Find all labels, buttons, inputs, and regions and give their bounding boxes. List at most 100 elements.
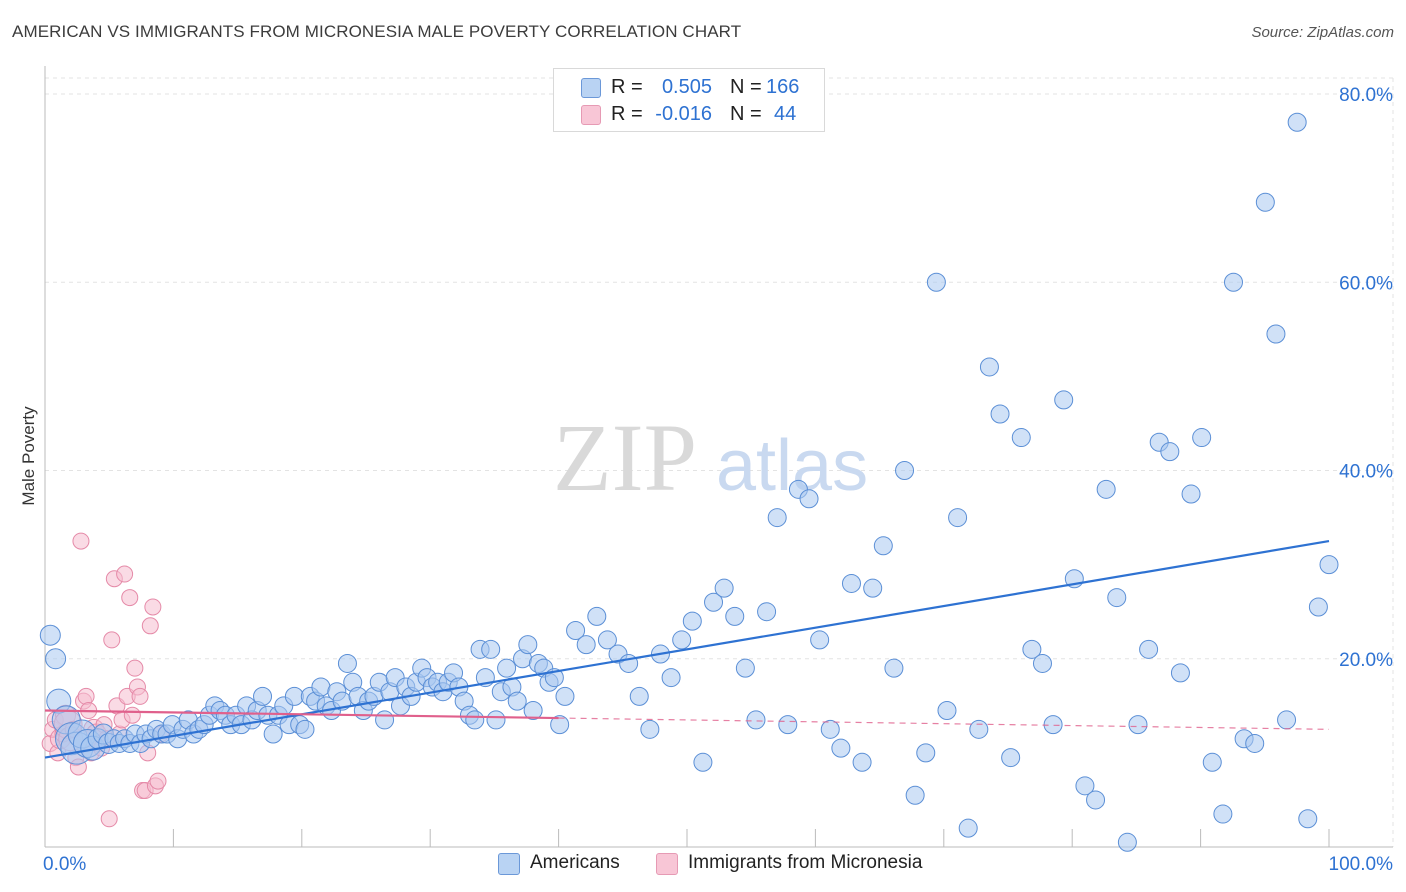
n-label: N = <box>730 103 762 125</box>
american-point <box>587 606 607 626</box>
micronesia-point <box>72 532 90 550</box>
americans-points <box>39 112 1339 852</box>
american-point <box>969 719 989 739</box>
americans-legend-label: Americans <box>530 852 620 873</box>
micronesia-point <box>116 565 134 583</box>
american-point <box>518 635 538 655</box>
r-label: R = <box>611 76 643 98</box>
american-point <box>1128 715 1148 735</box>
y-tick-label: 60.0% <box>1339 273 1393 294</box>
y-tick-label: 20.0% <box>1339 650 1393 671</box>
american-point <box>979 357 999 377</box>
american-point <box>1277 710 1297 730</box>
micronesia-point <box>123 706 141 724</box>
american-point <box>597 630 617 650</box>
american-point <box>375 710 395 730</box>
n-value: 166 <box>766 76 800 98</box>
americans-swatch <box>581 78 601 98</box>
american-point <box>926 272 946 292</box>
micronesia-point <box>131 687 149 705</box>
y-tick-label: 40.0% <box>1339 462 1393 483</box>
american-point <box>1011 428 1031 448</box>
r-label: R = <box>611 103 643 125</box>
american-point <box>253 686 273 706</box>
american-point <box>1287 112 1307 132</box>
micronesia-point <box>121 589 139 607</box>
american-point <box>481 639 501 659</box>
american-point <box>555 686 575 706</box>
tick-labels: 20.0% 40.0% 60.0% 80.0% 0.0% 100.0% <box>43 85 1393 875</box>
trend-lines <box>44 540 1330 759</box>
american-point <box>1086 790 1106 810</box>
american-point <box>39 624 61 646</box>
micronesia-point <box>103 631 121 649</box>
micronesia-points <box>41 532 170 828</box>
american-point <box>746 710 766 730</box>
gridlines <box>45 77 1394 847</box>
american-point <box>1032 653 1052 673</box>
x-tick-label: 0.0% <box>43 854 86 875</box>
micronesia-point <box>149 772 167 790</box>
correlation-legend: R = 0.505 N = 166 R = -0.016 N = 44 <box>553 68 825 132</box>
american-point <box>523 701 543 721</box>
micronesia-trend-line <box>44 709 559 720</box>
american-point <box>1001 748 1021 768</box>
american-point <box>810 630 830 650</box>
watermark: ZIP atlas <box>553 404 868 511</box>
american-point <box>1107 588 1127 608</box>
american-point <box>284 686 304 706</box>
micronesia-point <box>141 617 159 635</box>
american-point <box>1308 597 1328 617</box>
r-value: 0.505 <box>661 76 712 98</box>
american-point <box>550 715 570 735</box>
american-point <box>958 818 978 838</box>
american-point <box>1319 555 1339 575</box>
american-point <box>1266 324 1286 344</box>
american-point <box>465 710 485 730</box>
american-point <box>1022 639 1042 659</box>
american-point <box>682 611 702 631</box>
american-point <box>873 536 893 556</box>
american-point <box>852 752 872 772</box>
american-point <box>937 701 957 721</box>
american-point <box>1213 804 1233 824</box>
watermark-zip: ZIP <box>553 404 697 511</box>
american-point <box>778 715 798 735</box>
american-point <box>693 752 713 772</box>
american-point <box>1170 663 1190 683</box>
american-point <box>990 404 1010 424</box>
american-point <box>725 606 745 626</box>
y-tick-label: 80.0% <box>1339 85 1393 106</box>
micronesia-point <box>100 810 118 828</box>
american-point <box>1192 428 1212 448</box>
legend-row-micronesia: R = -0.016 N = 44 <box>554 101 824 127</box>
american-point <box>576 635 596 655</box>
y-axis-label: Male Poverty <box>19 406 38 506</box>
american-point <box>1245 733 1265 753</box>
american-point <box>799 489 819 509</box>
american-point <box>507 691 527 711</box>
american-point <box>629 686 649 706</box>
micronesia-legend-label: Immigrants from Micronesia <box>688 852 923 873</box>
american-point <box>1054 390 1074 410</box>
american-point <box>311 677 331 697</box>
american-point <box>831 738 851 758</box>
legend-row-americans: R = 0.505 N = 166 <box>554 74 824 100</box>
american-point <box>45 648 67 670</box>
american-point <box>1139 639 1159 659</box>
american-point <box>767 508 787 528</box>
micronesia-point <box>77 687 95 705</box>
n-label: N = <box>730 76 762 98</box>
american-point <box>916 743 936 763</box>
n-value: 44 <box>774 103 797 125</box>
american-point <box>486 710 506 730</box>
american-point <box>1117 832 1137 852</box>
micronesia-swatch <box>581 105 601 125</box>
american-point <box>735 658 755 678</box>
american-point <box>1202 752 1222 772</box>
micronesia-trend-extension <box>558 717 1330 730</box>
source-attribution: Source: ZipAtlas.com <box>1251 24 1394 41</box>
american-point <box>714 578 734 598</box>
micronesia-point <box>144 598 162 616</box>
